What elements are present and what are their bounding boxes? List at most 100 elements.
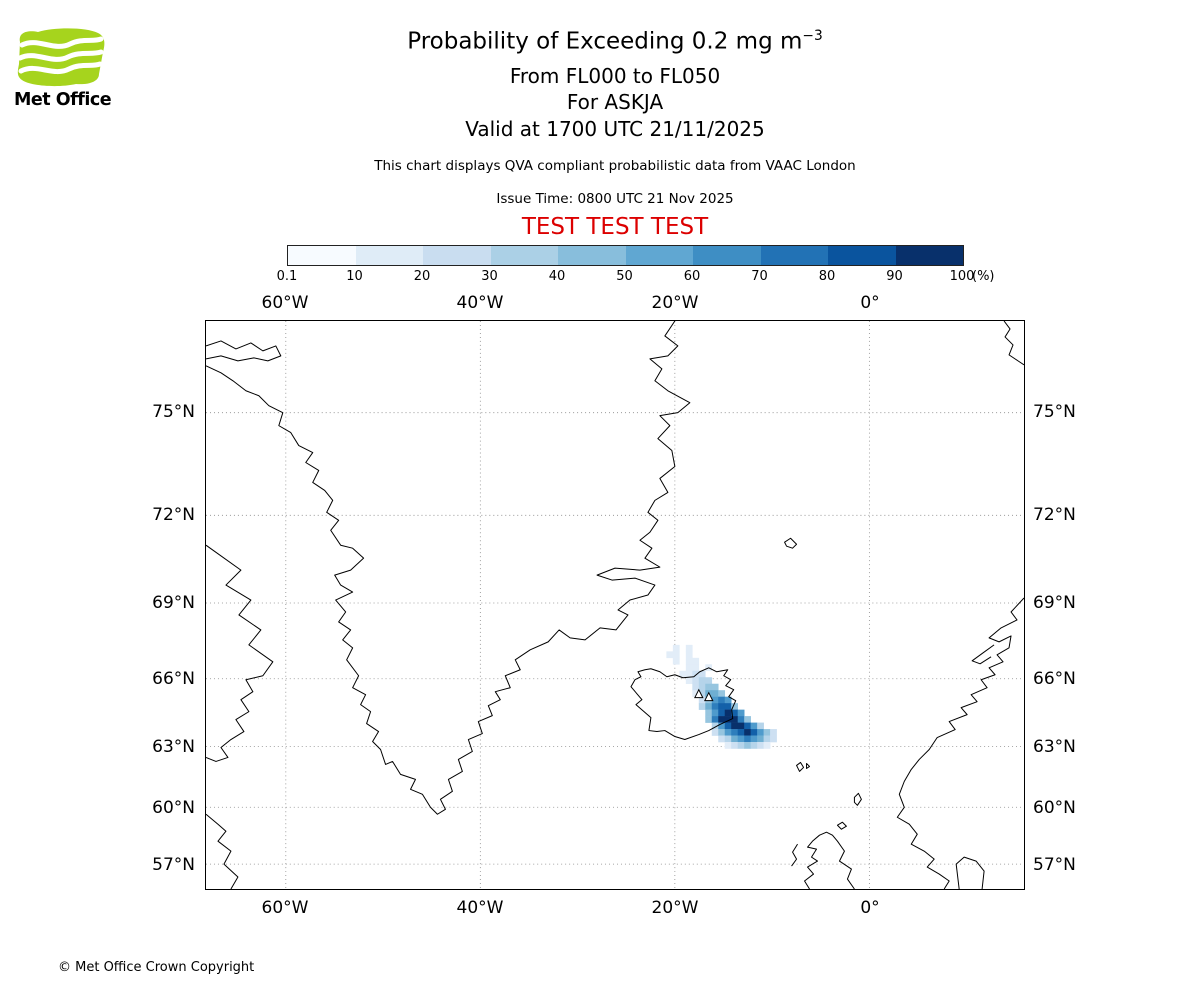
ash-probability-cell xyxy=(737,735,745,743)
ash-probability-cell xyxy=(724,716,732,723)
colorbar-segment xyxy=(288,246,356,265)
ash-probability-cell xyxy=(666,651,674,659)
ash-probability-cell xyxy=(692,657,700,665)
ash-probability-cell xyxy=(718,716,726,723)
ash-probability-cell xyxy=(718,690,726,697)
coastline-denmark xyxy=(955,856,985,889)
colorbar-tick-label: 10 xyxy=(346,269,363,284)
longitude-tick-label: 40°W xyxy=(456,293,504,313)
colorbar-segment xyxy=(828,246,896,265)
colorbar-segment xyxy=(423,246,491,265)
ash-probability-cell xyxy=(757,722,764,730)
ash-probability-cell xyxy=(763,729,771,736)
ash-probability-cell xyxy=(731,709,738,717)
coastline-lofoten xyxy=(971,644,995,665)
subtitle-flight-levels: From FL000 to FL050 xyxy=(509,64,721,88)
ash-probability-cell xyxy=(750,722,758,730)
ash-probability-cell xyxy=(718,722,726,730)
ash-probability-cell xyxy=(698,703,706,710)
colorbar-tick-label: 90 xyxy=(886,269,903,284)
qva-note: This chart displays QVA compliant probab… xyxy=(374,158,856,174)
coastline-faroe-islands xyxy=(796,761,811,772)
latitude-tick-label: 63°N xyxy=(1033,737,1076,757)
longitude-tick-label: 0° xyxy=(860,898,880,918)
issue-time: Issue Time: 0800 UTC 21 Nov 2025 xyxy=(496,191,734,207)
colorbar-segment xyxy=(490,246,558,265)
latitude-tick-label: 66°N xyxy=(152,669,195,689)
logo-brand-text: Met Office xyxy=(14,90,112,110)
ash-probability-cell xyxy=(724,703,732,710)
latitude-tick-label: 69°N xyxy=(1033,593,1076,613)
ash-plume xyxy=(666,644,777,749)
logo-waves-icon xyxy=(17,28,105,87)
ash-probability-cell xyxy=(731,742,738,749)
ash-probability-cell xyxy=(711,729,719,736)
ash-probability-cell xyxy=(718,703,726,710)
ash-probability-cell xyxy=(698,683,706,691)
ash-probability-cell xyxy=(750,742,758,749)
coastline-orkney xyxy=(836,821,847,830)
colorbar-tick-label: 100 xyxy=(949,269,975,284)
ash-probability-cell xyxy=(711,690,719,697)
ash-probability-cell xyxy=(731,703,738,710)
coastline-greenland xyxy=(206,321,691,815)
map-canvas xyxy=(206,321,1024,889)
page-title-main: Probability of Exceeding 0.2 mg m xyxy=(407,28,803,55)
ash-probability-cell xyxy=(744,735,751,743)
ash-probability-cell xyxy=(705,703,713,710)
coastline-hebrides xyxy=(791,843,798,867)
latitude-tick-label: 57°N xyxy=(152,855,195,875)
longitude-tick-label: 40°W xyxy=(456,898,504,918)
latitude-tick-label: 72°N xyxy=(1033,505,1076,525)
ash-probability-cell xyxy=(737,729,745,736)
longitude-tick-label: 20°W xyxy=(651,898,699,918)
ash-probability-cell xyxy=(724,735,732,743)
ash-probability-cell xyxy=(711,683,719,691)
ash-probability-cell xyxy=(757,735,764,743)
ash-probability-cell xyxy=(737,742,745,749)
ash-probability-cell xyxy=(770,729,777,736)
latitude-tick-label: 69°N xyxy=(152,593,195,613)
ash-probability-cell xyxy=(685,644,693,652)
ash-probability-cell xyxy=(757,742,764,749)
colorbar-ticks: 0.1 10 20 30 40 50 60 70 80 90 100 xyxy=(277,269,975,285)
coastline-iceland xyxy=(630,667,737,741)
ash-probability-cell xyxy=(744,742,751,749)
ash-probability-cell xyxy=(672,651,680,659)
ash-probability-cell xyxy=(763,735,771,743)
colorbar-segment xyxy=(558,246,626,265)
colorbar-unit-label: (%) xyxy=(972,269,995,284)
volcano-marker-icon xyxy=(693,688,714,702)
ash-probability-cell xyxy=(718,735,726,743)
colorbar-tick-label: 30 xyxy=(481,269,498,284)
ash-probability-cell xyxy=(731,722,738,730)
coastline-northwest-greenland xyxy=(206,340,282,362)
ash-probability-cell xyxy=(731,716,738,723)
ash-probability-cell xyxy=(737,722,745,730)
ash-probability-cell xyxy=(750,729,758,736)
ash-probability-cell xyxy=(692,690,700,697)
latitude-tick-label: 60°N xyxy=(1033,798,1076,818)
ash-probability-cell xyxy=(692,677,700,685)
ash-probability-cell xyxy=(731,729,738,736)
ash-probability-cell xyxy=(718,709,726,717)
ash-probability-cell xyxy=(698,670,706,678)
latitude-tick-label: 66°N xyxy=(1033,669,1076,689)
colorbar-tick-label: 80 xyxy=(818,269,836,284)
ash-probability-cell xyxy=(692,670,700,678)
latitude-tick-label: 72°N xyxy=(152,505,195,525)
colorbar-segment xyxy=(693,246,761,265)
ash-probability-cell xyxy=(718,729,726,736)
ash-probability-cell xyxy=(724,722,732,730)
ash-probability-cell xyxy=(705,677,713,685)
ash-probability-cell xyxy=(763,742,771,749)
colorbar-bar xyxy=(287,245,964,266)
colorbar-tick-label: 0.1 xyxy=(276,269,298,284)
ash-probability-cell xyxy=(770,735,777,743)
test-banner: TEST TEST TEST xyxy=(521,214,709,240)
coastline-shetland xyxy=(853,792,862,806)
colorbar-tick-label: 40 xyxy=(548,269,566,284)
copyright-text: © Met Office Crown Copyright xyxy=(58,960,255,975)
longitude-tick-label: 0° xyxy=(860,293,880,313)
